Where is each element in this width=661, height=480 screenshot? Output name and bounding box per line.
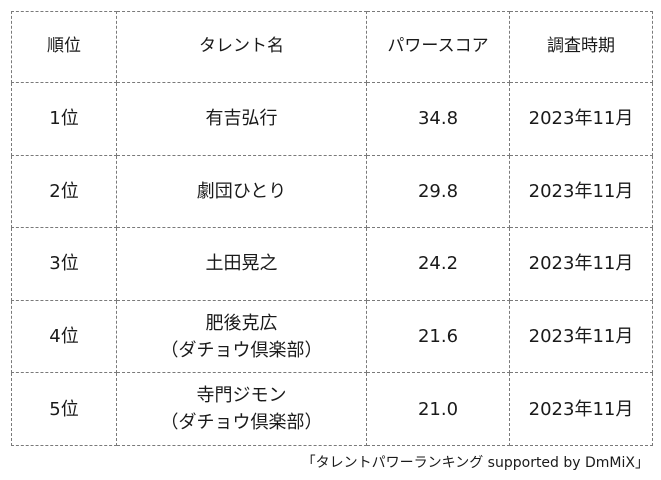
power-score-cell: 34.8	[366, 82, 510, 156]
survey-period-cell: 2023年11月	[509, 299, 653, 374]
talent-group: （ダチョウ倶楽部）	[160, 339, 323, 361]
table-row: 3位 土田晃之 24.2 2023年11月	[11, 227, 653, 301]
ranking-table: 順位 タレント名 パワースコア 調査時期 1位 有吉弘行 34.8 2023年1…	[11, 11, 653, 446]
power-score-cell: 21.0	[366, 372, 510, 446]
rank-cell: 4位	[11, 299, 117, 374]
header-rank: 順位	[11, 11, 117, 83]
rank-cell: 3位	[11, 227, 117, 301]
survey-period-cell: 2023年11月	[509, 82, 653, 156]
rank-cell: 2位	[11, 154, 117, 229]
power-score-cell: 29.8	[366, 154, 510, 229]
talent-name-cell: 有吉弘行	[116, 82, 367, 156]
power-score-cell: 21.6	[366, 299, 510, 374]
talent-name: 肥後克広	[205, 312, 278, 334]
power-score-cell: 24.2	[366, 227, 510, 301]
rank-cell: 1位	[11, 82, 117, 156]
survey-period-cell: 2023年11月	[509, 227, 653, 301]
survey-period-cell: 2023年11月	[509, 154, 653, 229]
table-row: 1位 有吉弘行 34.8 2023年11月	[11, 82, 653, 156]
header-power-score: パワースコア	[366, 11, 510, 83]
talent-name-cell: 土田晃之	[116, 227, 367, 301]
source-note: 「タレントパワーランキング supported by DmMiX」	[301, 455, 649, 471]
talent-group: （ダチョウ倶楽部）	[160, 412, 323, 434]
rank-cell: 5位	[11, 372, 117, 446]
talent-name-cell: 寺門ジモン （ダチョウ倶楽部）	[116, 372, 367, 446]
table-row: 4位 肥後克広 （ダチョウ倶楽部） 21.6 2023年11月	[11, 299, 653, 374]
table-row: 2位 劇団ひとり 29.8 2023年11月	[11, 154, 653, 229]
talent-name: 有吉弘行	[205, 108, 278, 130]
talent-name-cell: 劇団ひとり	[116, 154, 367, 229]
survey-period-cell: 2023年11月	[509, 372, 653, 446]
talent-name: 土田晃之	[205, 253, 278, 275]
header-talent-name: タレント名	[116, 11, 367, 83]
header-row: 順位 タレント名 パワースコア 調査時期	[11, 11, 653, 83]
talent-name: 劇団ひとり	[196, 180, 287, 202]
header-survey-period: 調査時期	[509, 11, 653, 83]
talent-name: 寺門ジモン	[196, 385, 287, 407]
talent-name-cell: 肥後克広 （ダチョウ倶楽部）	[116, 299, 367, 374]
table-row: 5位 寺門ジモン （ダチョウ倶楽部） 21.0 2023年11月	[11, 372, 653, 446]
